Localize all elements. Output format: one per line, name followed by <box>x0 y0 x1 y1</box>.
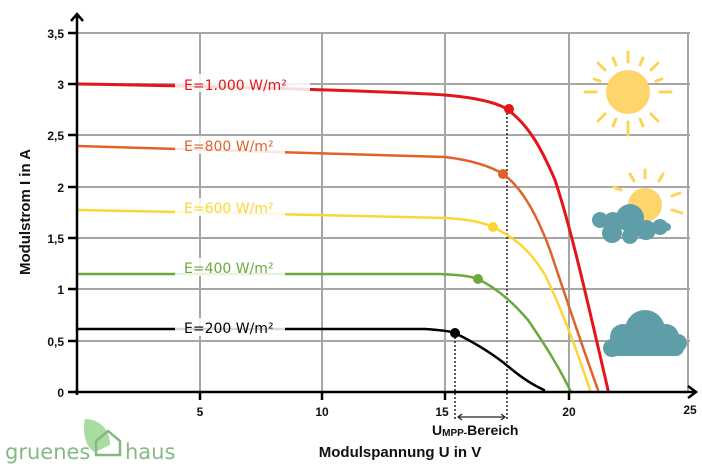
svg-text:10: 10 <box>315 405 329 419</box>
mpp-point-600 <box>488 222 498 232</box>
svg-text:0: 0 <box>57 386 64 400</box>
mpp-point-800 <box>498 169 508 179</box>
umpp-label-main: U <box>432 422 442 438</box>
svg-text:25: 25 <box>683 403 697 417</box>
svg-text:2: 2 <box>57 181 64 195</box>
curve-labels: E=1.000 W/m² E=800 W/m² E=600 W/m² E=400… <box>175 74 310 337</box>
svg-text:2,5: 2,5 <box>47 129 64 143</box>
axes <box>68 12 699 400</box>
mpp-guides <box>454 109 508 420</box>
curve-200 <box>75 327 546 392</box>
curve-400 <box>75 272 573 394</box>
svg-text:5: 5 <box>197 405 204 419</box>
umpp-range: UMPP-Bereich <box>432 413 518 439</box>
y-axis-title: Modulstrom I in A <box>17 149 34 275</box>
umpp-label-sub: MPP- <box>442 428 467 439</box>
curve-800 <box>75 144 600 392</box>
svg-text:15: 15 <box>435 405 449 419</box>
curve-label-200: E=200 W/m² <box>184 321 274 337</box>
logo-right: haus <box>125 440 175 464</box>
svg-text:3: 3 <box>57 78 64 92</box>
svg-text:UMPP-Bereich: UMPP-Bereich <box>432 422 518 439</box>
curve-label-600: E=600 W/m² <box>184 201 274 217</box>
umpp-label-rest: Bereich <box>467 422 518 438</box>
svg-text:3,5: 3,5 <box>47 27 64 41</box>
mpp-point-1000 <box>504 104 514 114</box>
cloud-icon <box>603 310 687 357</box>
logo-left: gruenes <box>5 440 90 464</box>
partly-cloudy-icon <box>592 168 684 244</box>
y-tick-labels: 0 0,5 1 1,5 2 2,5 3 3,5 <box>47 27 64 400</box>
x-tick-labels: 5 10 15 20 25 <box>197 403 697 419</box>
gruenes-haus-logo: gruenes haus <box>5 419 175 464</box>
curve-label-800: E=800 W/m² <box>184 139 274 155</box>
curve-label-1000: E=1.000 W/m² <box>184 78 287 94</box>
svg-text:1,5: 1,5 <box>47 232 64 246</box>
svg-text:1: 1 <box>57 283 64 297</box>
mpp-point-400 <box>473 274 483 284</box>
svg-text:0,5: 0,5 <box>47 335 64 349</box>
x-axis-title: Modulspannung U in V <box>319 444 481 461</box>
mpp-point-200 <box>450 328 460 338</box>
curve-label-400: E=400 W/m² <box>184 261 274 277</box>
sun-icon <box>583 50 673 137</box>
svg-text:20: 20 <box>562 405 576 419</box>
